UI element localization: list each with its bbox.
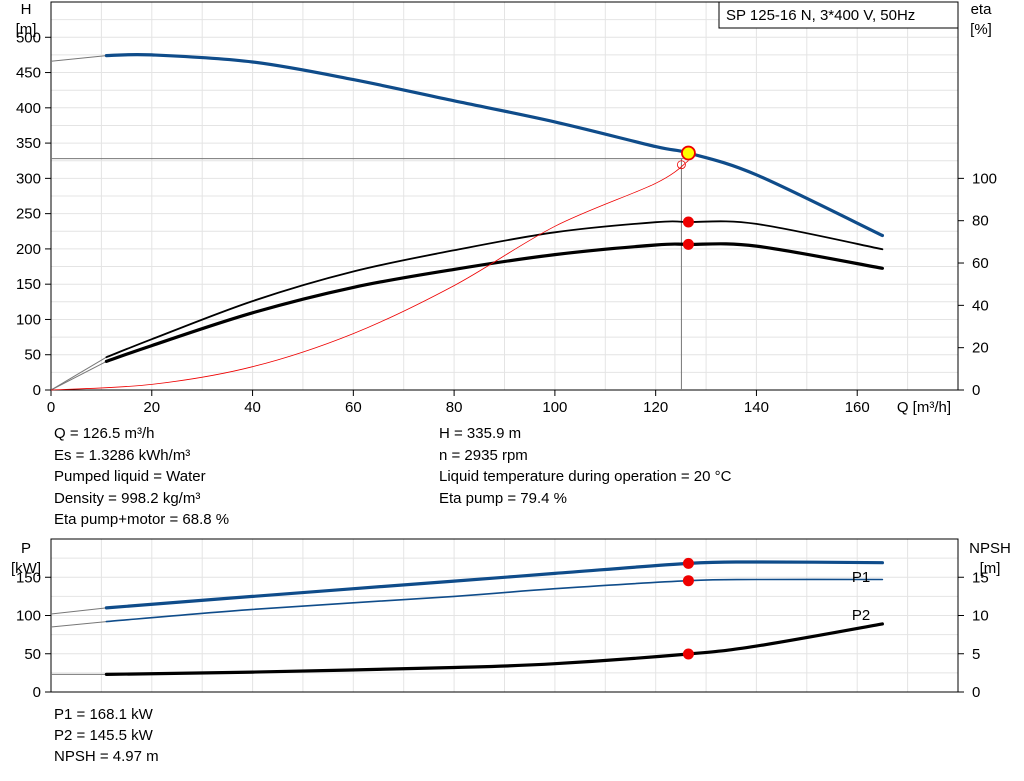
x-tick-label: 20	[143, 399, 160, 416]
p2-curve-extrapolation	[50, 621, 107, 628]
p-tick-label: 50	[24, 646, 41, 663]
p1-curve	[104, 560, 884, 610]
system-curve	[50, 160, 689, 391]
param-eta-pump-motor: Eta pump+motor = 68.8 %	[54, 511, 230, 528]
p1-series-label: P1	[852, 569, 870, 586]
eta-tick-label: 0	[972, 382, 980, 399]
x-tick-label: 140	[744, 399, 769, 416]
npsh-axis-label: NPSH	[969, 540, 1011, 557]
y-axis-unit: [m]	[16, 21, 37, 38]
duty-point-marker	[681, 145, 696, 161]
model-label-box	[718, 1, 959, 29]
eta-tick-label: 100	[972, 170, 997, 187]
npsh-marker	[682, 648, 694, 660]
param-liquid-temperature: Liquid temperature during operation = 20…	[439, 468, 732, 485]
eta-tick-label: 20	[972, 340, 989, 357]
param-speed: n = 2935 rpm	[439, 447, 528, 464]
y-tick-label: 250	[16, 206, 41, 223]
x-axis-label: Q [m³/h]	[897, 399, 951, 416]
y-tick-label: 350	[16, 135, 41, 152]
y-tick-label: 500	[16, 29, 41, 46]
eta-pump-motor-curve-extrapolation	[50, 360, 107, 391]
p1-curve-extrapolation	[50, 607, 107, 615]
eta-tick-label: 80	[972, 213, 989, 230]
p-axis-unit: [kW]	[11, 560, 41, 577]
npsh-tick-label: 15	[972, 569, 989, 586]
param-p1: P1 = 168.1 kW	[54, 706, 153, 723]
p2-curve	[105, 578, 884, 623]
x-tick-label: 40	[244, 399, 261, 416]
npsh-axis-unit: [m]	[980, 560, 1001, 577]
p2-series-label: P2	[852, 607, 870, 624]
eta-pump-motor-curve	[104, 242, 884, 363]
param-density: Density = 998.2 kg/m³	[54, 490, 201, 507]
x-tick-label: 160	[845, 399, 870, 416]
p-tick-label: 150	[16, 569, 41, 586]
npsh-tick-label: 0	[972, 684, 980, 701]
eta-axis-unit: [%]	[970, 21, 992, 38]
param-p2: P2 = 145.5 kW	[54, 727, 153, 744]
eta-axis-label: eta	[971, 1, 993, 18]
npsh-tick-label: 5	[972, 646, 980, 663]
param-eta-pump: Eta pump = 79.4 %	[439, 490, 567, 507]
y-tick-label: 50	[24, 347, 41, 364]
y-axis-label: H	[21, 1, 32, 18]
param-energy: Es = 1.3286 kWh/m³	[54, 447, 191, 464]
eta-tick-label: 40	[972, 297, 989, 314]
p-tick-label: 100	[16, 608, 41, 625]
x-tick-label: 60	[345, 399, 362, 416]
param-liquid: Pumped liquid = Water	[54, 468, 206, 485]
y-tick-label: 450	[16, 65, 41, 82]
y-tick-label: 200	[16, 241, 41, 258]
param-flow: Q = 126.5 m³/h	[54, 425, 155, 442]
y-tick-label: 150	[16, 276, 41, 293]
eta-pump-motor-marker	[682, 238, 694, 250]
param-npsh: NPSH = 4.97 m	[54, 748, 159, 765]
p-tick-label: 0	[33, 684, 41, 701]
p2-marker	[682, 575, 694, 587]
head-curve-extrapolation	[50, 55, 107, 62]
eta-pump-curve	[105, 220, 884, 359]
y-tick-label: 400	[16, 100, 41, 117]
system-curve-end-marker	[677, 160, 686, 170]
eta-pump-curve-extrapolation	[50, 356, 107, 391]
eta-pump-marker	[682, 216, 694, 228]
y-tick-label: 100	[16, 311, 41, 328]
y-tick-label: 300	[16, 170, 41, 187]
x-tick-label: 120	[643, 399, 668, 416]
p1-marker	[682, 557, 694, 569]
x-tick-label: 100	[542, 399, 567, 416]
x-tick-label: 0	[47, 399, 55, 416]
y-tick-label: 0	[33, 382, 41, 399]
plot-frame	[50, 1, 959, 391]
npsh-curve	[104, 622, 884, 676]
param-head: H = 335.9 m	[439, 425, 522, 442]
model-label: SP 125-16 N, 3*400 V, 50Hz	[726, 7, 915, 24]
p-axis-label: P	[21, 540, 31, 557]
eta-tick-label: 60	[972, 255, 989, 272]
npsh-tick-label: 10	[972, 608, 989, 625]
head-curve	[104, 52, 884, 238]
x-tick-label: 80	[446, 399, 463, 416]
